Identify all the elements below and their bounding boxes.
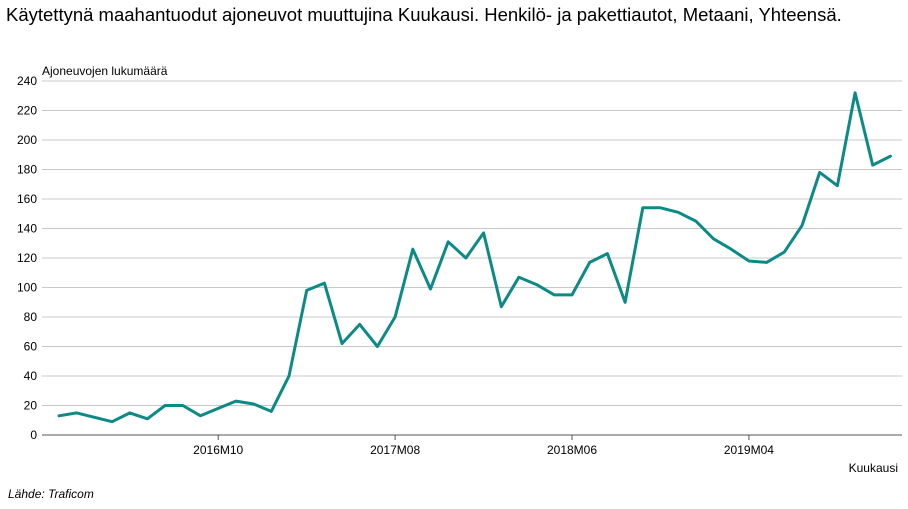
x-axis-label: Kuukausi [849, 461, 898, 475]
x-tick-label: 2016M10 [193, 443, 243, 457]
y-tick-label: 20 [24, 399, 38, 413]
y-tick-label: 120 [17, 251, 37, 265]
y-axis-label: Ajoneuvojen lukumäärä [42, 64, 168, 78]
x-tick-label: 2017M08 [370, 443, 420, 457]
x-tick-labels: 2016M10 2017M08 2018M06 2019M04 [193, 435, 774, 457]
y-tick-label: 180 [17, 163, 37, 177]
y-tick-label: 40 [24, 369, 38, 383]
y-tick-label: 140 [17, 222, 37, 236]
y-tick-label: 0 [30, 428, 37, 442]
chart-title: Käytettynä maahantuodut ajoneuvot muuttu… [6, 4, 842, 25]
y-tick-label: 160 [17, 192, 37, 206]
y-tick-label: 220 [17, 104, 37, 118]
x-tick-label: 2019M04 [724, 443, 774, 457]
series-line [57, 91, 892, 424]
y-tick-label: 100 [17, 281, 37, 295]
source-note: Lähde: Traficom [8, 487, 94, 501]
series-group [57, 91, 892, 424]
y-tick-label: 240 [17, 74, 37, 88]
y-tick-label: 80 [24, 310, 38, 324]
x-tick-label: 2018M06 [547, 443, 597, 457]
y-tick-label: 200 [17, 133, 37, 147]
y-tick-label: 60 [24, 340, 38, 354]
y-tick-labels: 0 20 40 60 80 100 120 140 160 180 200 220 240 [17, 74, 37, 442]
grid-lines [42, 80, 902, 436]
